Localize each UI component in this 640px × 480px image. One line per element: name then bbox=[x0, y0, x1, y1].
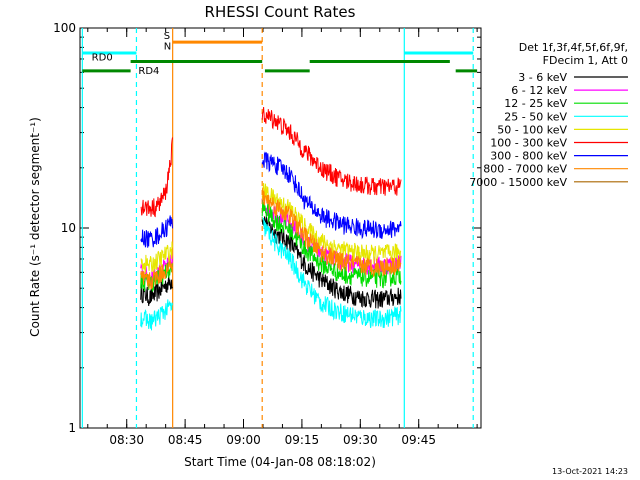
series-line bbox=[140, 241, 173, 273]
y-tick-label: 100 bbox=[53, 21, 76, 35]
bar-annotation: N bbox=[164, 41, 171, 52]
series-line bbox=[140, 299, 173, 331]
x-tick-label: 08:30 bbox=[109, 433, 144, 447]
legend-label: 300 - 800 keV bbox=[490, 150, 567, 163]
x-tick-label: 09:00 bbox=[226, 433, 261, 447]
legend-label: 50 - 100 keV bbox=[497, 123, 567, 136]
legend-label: 800 - 7000 keV bbox=[483, 163, 567, 176]
series-line bbox=[261, 199, 402, 289]
footer-timestamp: 13-Oct-2021 14:23 bbox=[552, 467, 628, 476]
series-line bbox=[261, 217, 402, 328]
series-line bbox=[140, 215, 173, 248]
x-tick-label: 09:45 bbox=[401, 433, 436, 447]
bar-annotation: S bbox=[164, 31, 170, 42]
x-axis-label: Start Time (04-Jan-08 08:18:02) bbox=[184, 455, 376, 469]
chart-title: RHESSI Count Rates bbox=[205, 3, 356, 21]
y-tick-label: 1 bbox=[68, 421, 76, 435]
x-tick-label: 08:45 bbox=[168, 433, 203, 447]
legend-label: 100 - 300 keV bbox=[490, 137, 567, 150]
series-line bbox=[140, 260, 173, 290]
series-line bbox=[261, 187, 402, 278]
x-tick-label: 09:15 bbox=[285, 433, 320, 447]
series-line bbox=[261, 106, 402, 196]
legend-label: 12 - 25 keV bbox=[504, 97, 567, 110]
series-line bbox=[261, 151, 402, 240]
y-tick-label: 10 bbox=[61, 221, 76, 235]
legend-label: 7000 - 15000 keV bbox=[469, 176, 567, 189]
series-line bbox=[140, 274, 173, 306]
legend-header-decimation: FDecim 1, Att 0 bbox=[543, 54, 628, 67]
x-tick-label: 09:30 bbox=[343, 433, 378, 447]
bar-annotation: RD4 bbox=[138, 66, 159, 77]
plot-area: 1 10 100 08:30 08:45 09:00 09:15 09:30 09:45 RD0 R… bbox=[53, 21, 482, 447]
bar-annotation: RD0 bbox=[92, 53, 113, 64]
legend-label: 3 - 6 keV bbox=[518, 71, 567, 84]
y-axis-label: Count Rate (s⁻¹ detector segment⁻¹) bbox=[28, 117, 42, 337]
series-line bbox=[140, 137, 173, 218]
legend-header-detectors: Det 1f,3f,4f,5f,6f,9f, bbox=[519, 41, 628, 54]
legend-label: 6 - 12 keV bbox=[511, 84, 567, 97]
legend-label: 25 - 50 keV bbox=[504, 110, 567, 123]
